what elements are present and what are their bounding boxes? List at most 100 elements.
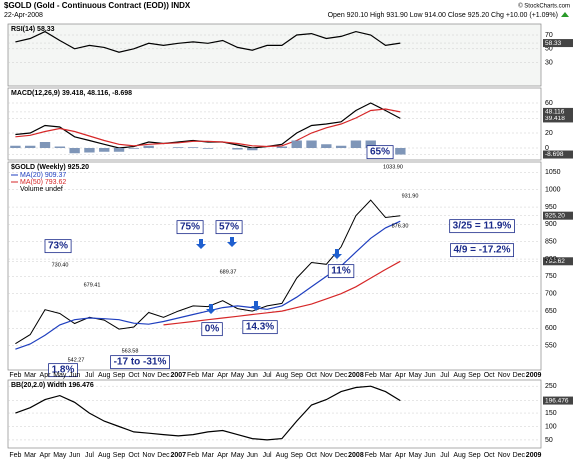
- annotation-box: [366, 145, 394, 160]
- y-tick-label: 58.33: [545, 40, 562, 47]
- x-tick-label: Aug: [453, 452, 466, 459]
- x-tick-label: Nov: [320, 452, 333, 459]
- annotation-box: [215, 220, 243, 235]
- annotation: 65%: [370, 147, 390, 158]
- arrow: [196, 239, 206, 249]
- y-tick-label: 0: [545, 145, 549, 152]
- annotation: 14.3%: [246, 322, 274, 333]
- x-tick-label: Jun: [69, 452, 80, 459]
- y-tick-label: 1050: [545, 169, 561, 176]
- x-tick-label: Jun: [69, 372, 80, 379]
- x-tick-label: Mar: [380, 372, 393, 379]
- x-tick-label: Jun: [247, 452, 258, 459]
- histogram-bar: [39, 142, 51, 148]
- value-tag: [543, 107, 573, 116]
- x-tick-label: Oct: [306, 452, 317, 459]
- y-tick-label: -8.698: [545, 151, 564, 158]
- histogram-bar: [350, 140, 362, 148]
- x-tick-label: Apr: [217, 372, 229, 379]
- annotation: 3/25 = 11.9%: [453, 221, 512, 232]
- panel-title: RSI(14) 58.33: [11, 26, 55, 33]
- y-tick-label: 70: [545, 32, 553, 39]
- y-tick-label: 650: [545, 308, 557, 315]
- y-tick-label: 950: [545, 204, 557, 211]
- x-tick-label: Oct: [484, 372, 495, 379]
- y-tick-label: 100: [545, 423, 557, 430]
- histogram-bar: [69, 148, 80, 154]
- histogram-bar: [232, 148, 243, 150]
- annotation: -17 to -31%: [114, 357, 167, 368]
- annotation-box: [110, 355, 170, 370]
- panel-frame: [7, 161, 542, 371]
- histogram-bar: [99, 148, 110, 152]
- value-tag: [543, 396, 573, 405]
- histogram-bar: [395, 148, 406, 155]
- price-label: 689.37: [220, 269, 237, 275]
- x-tick-label: May: [231, 452, 245, 459]
- histogram-bar: [143, 145, 154, 148]
- value-tag: [543, 257, 573, 266]
- histogram-bar: [335, 145, 347, 148]
- x-tick-label: Sep: [113, 452, 126, 459]
- y-tick-label: 39.418: [545, 115, 565, 122]
- y-tick-label: 793.62: [545, 258, 565, 265]
- x-tick-label: Nov: [142, 452, 155, 459]
- x-tick-label: May: [409, 372, 423, 379]
- price-label: 730.40: [52, 262, 69, 268]
- x-tick-label: Sep: [113, 372, 126, 379]
- x-tick-label: 2008: [348, 372, 364, 379]
- histogram-bar: [202, 148, 214, 149]
- annotation-box: [242, 320, 278, 335]
- y-tick-label: 30: [545, 59, 553, 66]
- quote: Open 920.10 High 931.90 Low 914.00 Close…: [328, 12, 558, 19]
- x-tick-label: Dec: [335, 452, 348, 459]
- annotation-box: [327, 264, 355, 279]
- y-tick-label: 850: [545, 239, 557, 246]
- histogram-bar: [10, 145, 21, 148]
- y-tick-label: 50: [545, 46, 553, 53]
- histogram-bar: [321, 144, 332, 148]
- y-tick-label: 600: [545, 325, 557, 332]
- annotation: 0%: [205, 324, 220, 335]
- x-tick-label: Jun: [247, 372, 258, 379]
- x-tick-label: Mar: [24, 372, 37, 379]
- histogram-bar: [187, 147, 199, 148]
- x-tick-label: May: [231, 372, 245, 379]
- series-line: [15, 102, 401, 149]
- y-tick-label: 750: [545, 273, 557, 280]
- arrow: [227, 237, 237, 247]
- value-tag: [543, 150, 573, 159]
- annotation-box: [201, 322, 223, 337]
- y-tick-label: 800: [545, 256, 557, 263]
- x-tick-label: 2008: [348, 452, 364, 459]
- histogram-bar: [128, 148, 140, 149]
- y-tick-label: 150: [545, 410, 557, 417]
- price-label: 1033.90: [383, 164, 403, 170]
- histogram-bar: [173, 147, 184, 148]
- histogram-bar: [84, 148, 95, 153]
- x-tick-label: Aug: [276, 372, 289, 379]
- annotation: 4/9 = -17.2%: [454, 245, 511, 256]
- panel-title: $GOLD (Weekly) 925.20: [11, 164, 89, 171]
- x-tick-label: Dec: [513, 452, 526, 459]
- y-tick-label: 700: [545, 291, 557, 298]
- legend-label: MA(50) 793.62: [20, 179, 66, 186]
- annotation: 75%: [180, 222, 200, 233]
- series-line: [15, 385, 401, 441]
- x-tick-label: Nov: [498, 372, 511, 379]
- x-tick-label: Apr: [40, 372, 52, 379]
- x-tick-label: May: [409, 452, 423, 459]
- x-tick-label: May: [53, 372, 67, 379]
- legend-label: MA(20) 909.37: [20, 172, 66, 179]
- up-arrow: [561, 12, 569, 17]
- x-tick-label: Mar: [202, 452, 215, 459]
- histogram-bar: [25, 145, 36, 148]
- x-tick-label: Nov: [498, 452, 511, 459]
- x-tick-label: May: [53, 452, 67, 459]
- y-tick-label: 550: [545, 343, 557, 350]
- y-tick-label: 50: [545, 437, 553, 444]
- x-tick-label: Aug: [98, 372, 111, 379]
- x-tick-label: Jun: [424, 372, 435, 379]
- price-label: 542.27: [68, 357, 85, 363]
- y-tick-label: 900: [545, 221, 557, 228]
